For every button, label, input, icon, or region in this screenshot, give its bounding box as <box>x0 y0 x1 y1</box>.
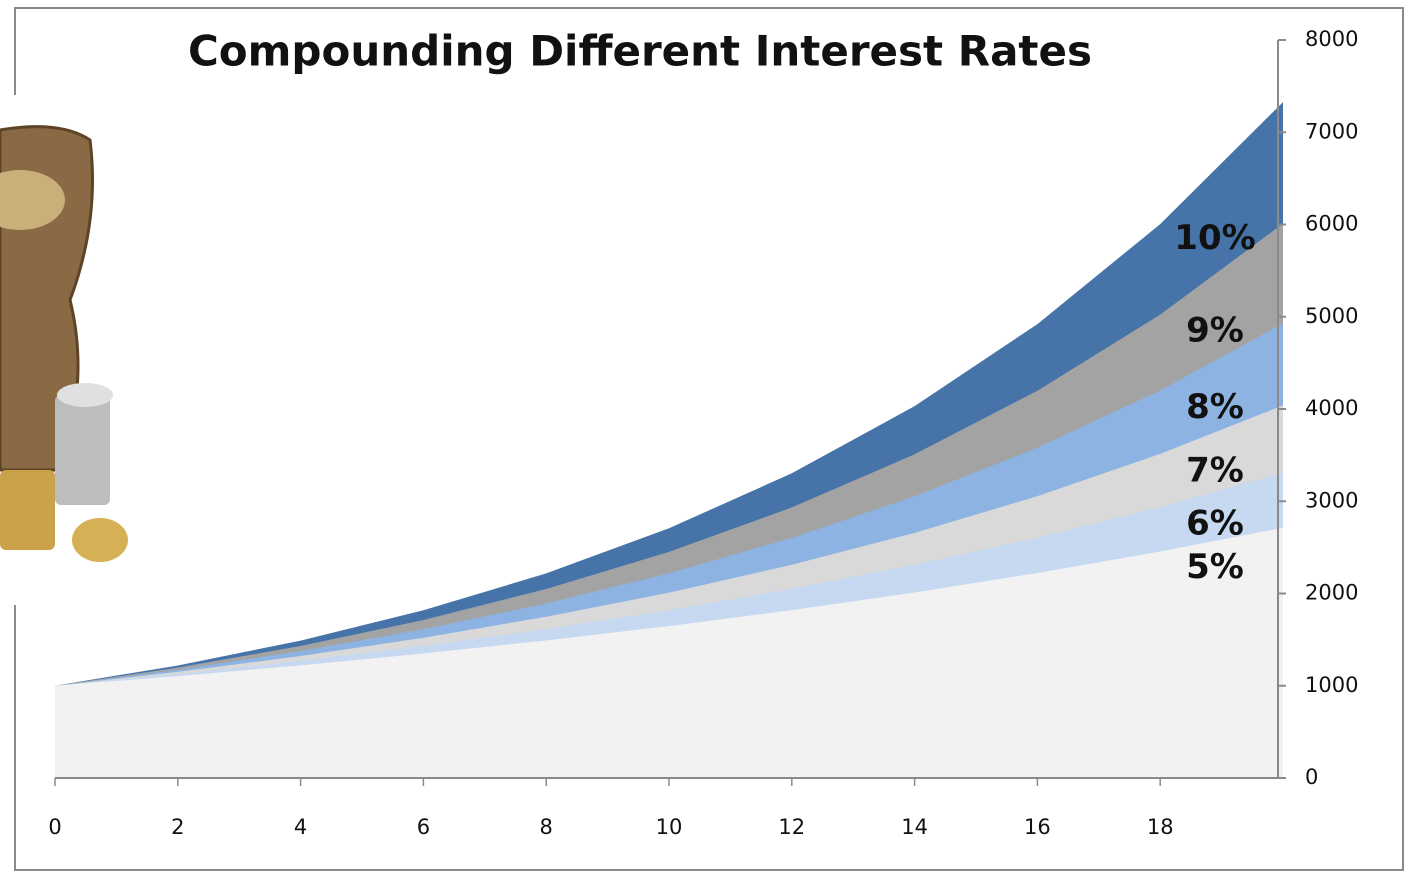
y-tick-label: 6000 <box>1305 212 1358 236</box>
x-tick-label: 6 <box>417 815 430 839</box>
gold-coin <box>72 518 128 562</box>
silver-coin <box>57 383 113 407</box>
series-label: 5% <box>1186 547 1244 587</box>
x-tick-label: 8 <box>540 815 553 839</box>
series-label: 9% <box>1186 311 1244 351</box>
area <box>55 527 1283 778</box>
series-label: 8% <box>1186 387 1244 427</box>
x-tick-label: 2 <box>171 815 184 839</box>
x-tick-label: 0 <box>48 815 61 839</box>
silver-stack <box>55 395 110 505</box>
x-tick-label: 12 <box>778 815 805 839</box>
y-tick-label: 3000 <box>1305 488 1358 512</box>
y-tick-label: 7000 <box>1305 119 1358 143</box>
x-tick-label: 18 <box>1147 815 1174 839</box>
x-tick-label: 14 <box>901 815 928 839</box>
y-tick-label: 1000 <box>1305 673 1358 697</box>
series-label: 6% <box>1186 503 1244 543</box>
y-tick-label: 2000 <box>1305 581 1358 605</box>
coin-bag-picture <box>0 95 150 605</box>
y-tick-label: 4000 <box>1305 396 1358 420</box>
coins-top <box>0 170 65 230</box>
x-tick-label: 10 <box>656 815 683 839</box>
plot-area <box>55 102 1283 779</box>
y-tick-label: 0 <box>1305 765 1318 789</box>
series-label: 10% <box>1174 218 1255 258</box>
y-tick-label: 5000 <box>1305 304 1358 328</box>
chart-title: Compounding Different Interest Rates <box>188 27 1092 76</box>
x-tick-label: 4 <box>294 815 307 839</box>
gold-stack <box>0 470 55 550</box>
y-tick-label: 8000 <box>1305 27 1358 51</box>
series-label: 7% <box>1186 451 1244 491</box>
x-tick-label: 16 <box>1024 815 1051 839</box>
